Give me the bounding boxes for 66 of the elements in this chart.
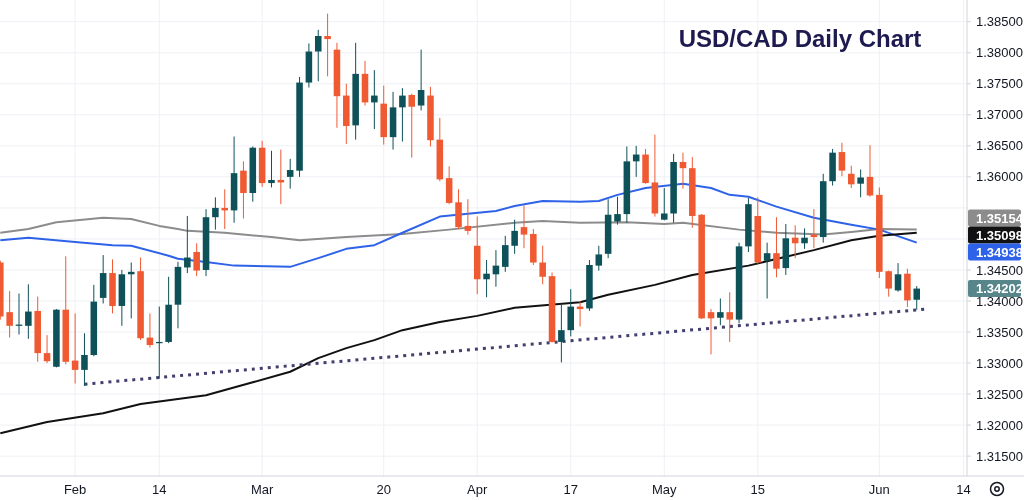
candlestick (184, 215, 191, 274)
x-tick-label: 15 (750, 482, 765, 497)
text: 1.35098 (976, 227, 1023, 243)
x-tick-label: Feb (63, 482, 87, 497)
candlestick (417, 49, 425, 111)
candlestick (595, 245, 603, 272)
candlestick (399, 87, 406, 142)
y-tick-label: 1.38000 (976, 45, 1023, 61)
y-tick-label: 1.34500 (976, 262, 1023, 278)
y-tick-label: 1.31500 (976, 448, 1023, 464)
text: USD/CAD Daily Chart (678, 25, 922, 52)
y-tick-label: 1.32500 (976, 386, 1023, 402)
candlestick (371, 69, 378, 130)
y-tick-label: 1.33500 (976, 324, 1023, 340)
candlestick (838, 142, 846, 177)
x-tick-label: 20 (376, 482, 391, 497)
y-tick-label: 1.37500 (976, 76, 1023, 92)
y-tick-label: 1.32000 (976, 417, 1023, 433)
candlestick (773, 216, 780, 278)
candlestick (464, 198, 472, 236)
x-tick-label: 14 (956, 482, 971, 497)
x-tick-label: May (651, 482, 678, 497)
x-tick-label: 14 (152, 482, 167, 497)
candlestick (520, 204, 528, 249)
candlestick (324, 13, 331, 77)
y-tick-label: 1.37000 (976, 107, 1023, 123)
y-tick-label: 1.33000 (976, 355, 1023, 371)
candlestick (660, 187, 668, 221)
candlestick (567, 288, 575, 337)
candlestick (483, 259, 490, 298)
y-tick-label: 1.36500 (976, 138, 1023, 154)
candlestick (193, 242, 200, 277)
candlestick (801, 227, 808, 250)
x-tick-label: Apr (467, 482, 489, 497)
candlestick (763, 242, 771, 300)
candlestick (81, 332, 88, 387)
y-tick-label: 1.38500 (976, 14, 1023, 30)
candlestick (268, 150, 275, 188)
candlestick (25, 283, 32, 340)
candlestick (558, 302, 565, 363)
candlestick (913, 285, 921, 311)
candlestick (511, 219, 518, 255)
candlestick (43, 334, 51, 364)
candlestick (539, 245, 546, 285)
candlestick (857, 168, 864, 198)
x-tick-label: 17 (563, 482, 578, 497)
line-series (0, 182, 918, 268)
line-series (0, 216, 918, 242)
candlestick (408, 93, 416, 159)
candlestick (6, 290, 13, 339)
candlestick (502, 235, 509, 273)
candlestick (212, 196, 219, 231)
candlestick (894, 262, 902, 293)
line-series (0, 231, 918, 435)
candlestick (848, 165, 855, 189)
candlestick (286, 158, 294, 190)
candlestick (717, 298, 724, 326)
candlestick (885, 270, 892, 298)
candlestick (726, 291, 733, 343)
text: 1.34938 (976, 244, 1023, 260)
x-tick-label: Jun (868, 482, 890, 497)
candlestick (314, 29, 322, 82)
x-tick-label: Mar (250, 482, 274, 497)
candlestick (240, 160, 247, 219)
candlestick (614, 196, 621, 226)
y-tick-label: 1.36000 (976, 169, 1023, 185)
